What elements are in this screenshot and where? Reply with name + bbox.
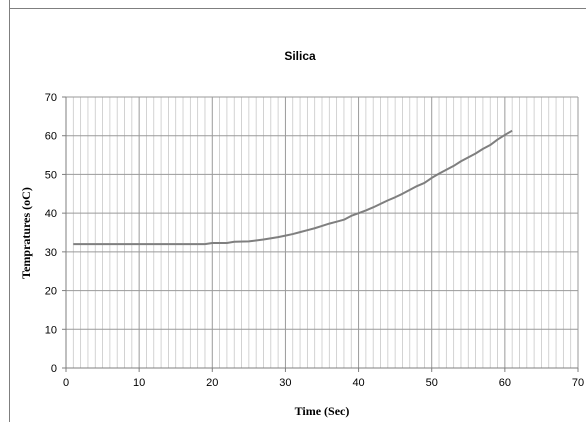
chart-border-top: [9, 8, 586, 9]
axes: [62, 96, 579, 372]
x-tick-label: 40: [352, 377, 364, 389]
y-tick-label: 70: [45, 92, 57, 104]
x-tick-label: 0: [63, 377, 69, 389]
y-tick-label: 10: [45, 324, 57, 336]
x-tick-label: 60: [499, 377, 511, 389]
y-tick-label: 30: [45, 247, 57, 259]
x-tick-labels: 0 10 20 30 40 50 60 70: [63, 377, 584, 389]
x-tick-label: 50: [426, 377, 438, 389]
minor-gridlines: [72, 97, 572, 368]
series-line: [73, 129, 513, 246]
series-group: [73, 129, 513, 246]
x-tick-label: 10: [133, 377, 145, 389]
x-tick-label: 20: [206, 377, 218, 389]
chart-border-left: [9, 0, 10, 422]
y-tick-labels: 0 10 20 30 40 50 60 70: [45, 92, 57, 375]
x-tick-label: 30: [279, 377, 291, 389]
y-tick-label: 50: [45, 169, 57, 181]
y-tick-label: 20: [45, 286, 57, 298]
x-axis-label: Time (Sec): [295, 404, 350, 418]
chart-title: Silica: [284, 49, 316, 63]
major-gridlines: [65, 96, 579, 369]
y-tick-label: 60: [45, 131, 57, 143]
y-tick-label: 0: [51, 363, 57, 375]
y-tick-label: 40: [45, 208, 57, 220]
x-tick-label: 70: [572, 377, 584, 389]
y-axis-label: Tempratures (oC): [19, 187, 33, 279]
